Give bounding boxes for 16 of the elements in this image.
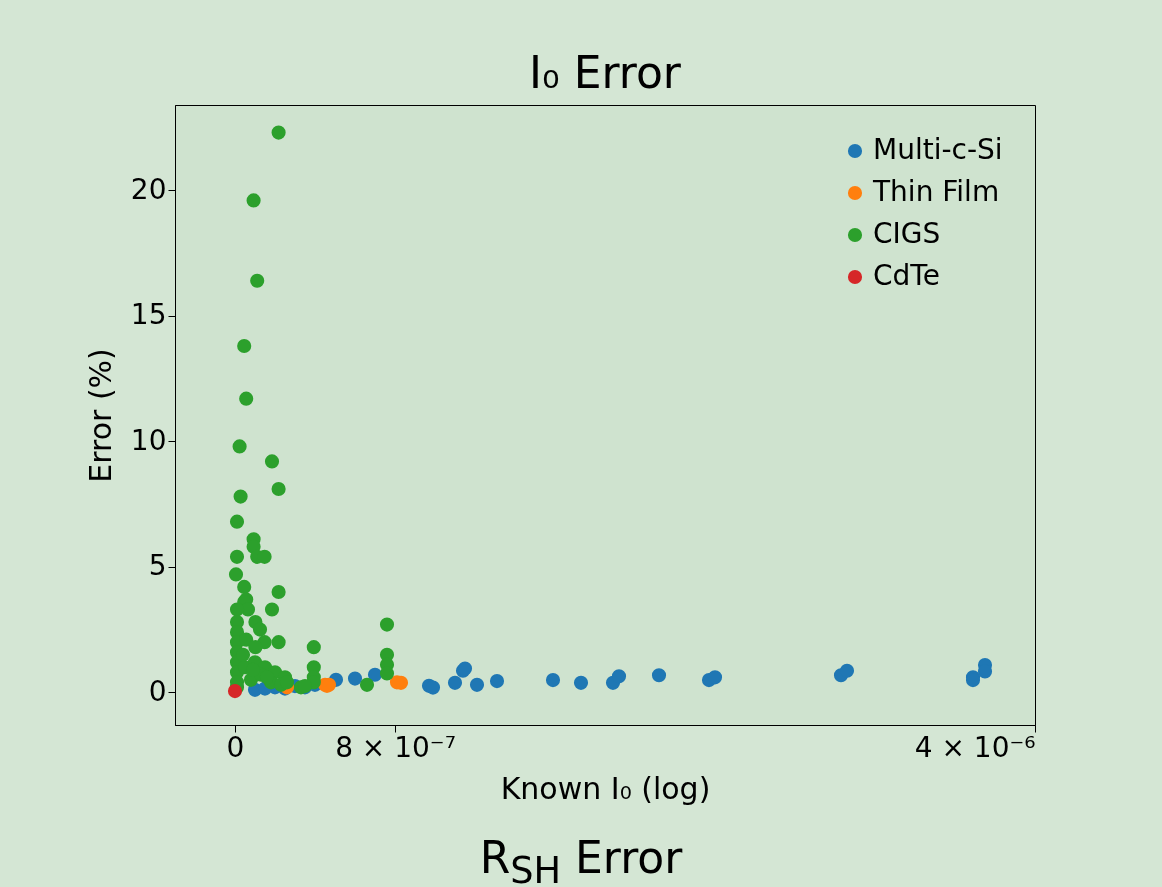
y-tick-label: 5 [148, 549, 167, 583]
x-tick-label: 4 × 10⁻⁶ [914, 730, 1036, 764]
y-tick-label: 20 [130, 172, 167, 206]
legend-label: CdTe [873, 259, 940, 292]
x-tick-label: 0 [226, 730, 245, 764]
legend-label: CIGS [873, 217, 941, 250]
chart-title: I₀ Error [529, 47, 682, 98]
y-tick-label: 10 [130, 423, 167, 457]
legend-label: Thin Film [872, 175, 1000, 208]
y-tick-label: 15 [130, 298, 167, 332]
text: R$_{SH}$ Error [478, 832, 684, 887]
y-tick-label: 0 [148, 674, 167, 708]
x-tick-label: 8 × 10⁻⁷ [335, 730, 456, 764]
y-axis-title: Error (%) [82, 348, 118, 483]
x-axis-title: Known I₀ (log) [500, 770, 711, 806]
legend-label: Multi-c-Si [873, 133, 1003, 166]
